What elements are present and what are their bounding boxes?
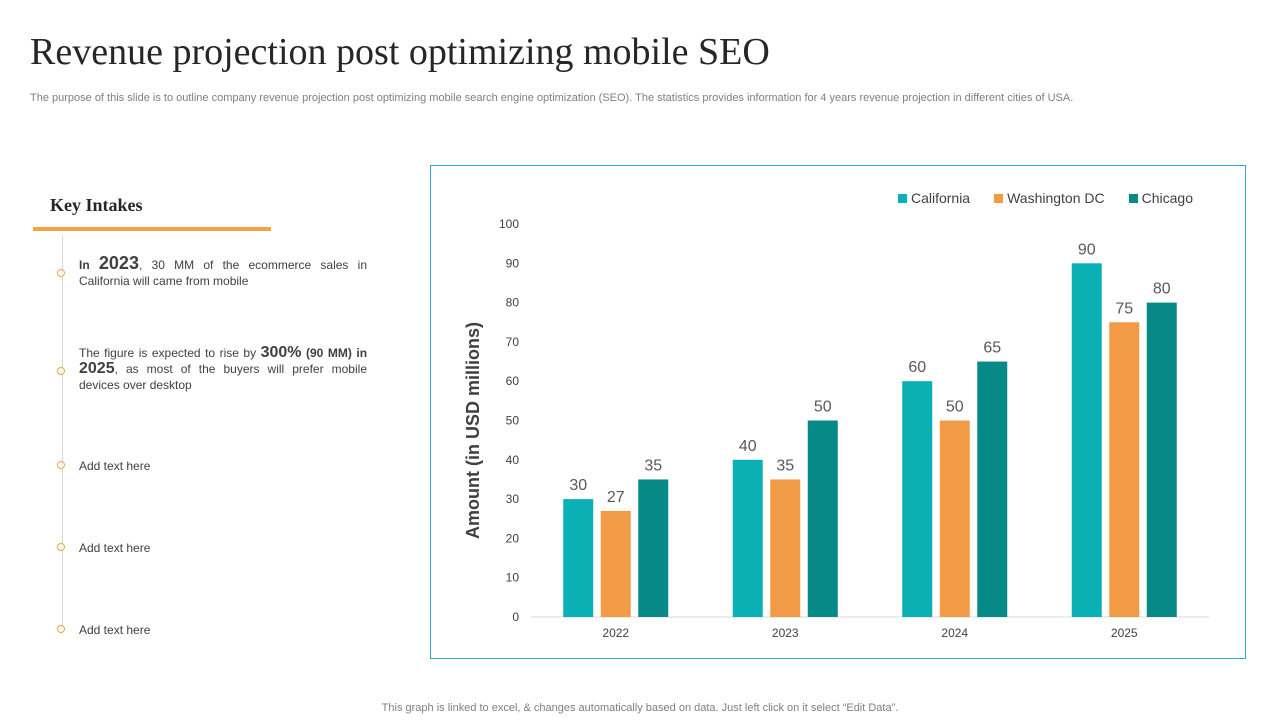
- y-axis-title: Amount (in USD millions): [463, 322, 483, 539]
- key-intakes-heading: Key Intakes: [50, 195, 143, 215]
- data-label: 35: [776, 457, 794, 474]
- key-intakes-panel: Key Intakes In 2023, 30 MM of the ecomme…: [33, 190, 373, 650]
- legend-swatch-washington: [994, 193, 1004, 203]
- data-label: 50: [814, 399, 832, 416]
- y-tick-label: 30: [506, 492, 520, 506]
- bar-washington-dc-2022: [600, 510, 631, 617]
- data-label: 35: [644, 457, 662, 474]
- timeline-text-3: Add text here: [79, 459, 151, 473]
- chart-frame[interactable]: California Washington DC Chicago 0 10 20 30…: [430, 165, 1246, 659]
- data-label: 27: [607, 489, 625, 506]
- data-label: 80: [1153, 281, 1171, 298]
- bar-chicago-2025: [1146, 302, 1177, 617]
- footer-note: This graph is linked to excel, & changes…: [381, 702, 899, 714]
- y-tick-label: 90: [506, 256, 520, 270]
- legend-swatch-chicago: [1128, 193, 1138, 203]
- x-tick-label: 2023: [772, 626, 799, 640]
- y-tick-label: 50: [506, 414, 520, 428]
- intake-1-pre: In: [79, 258, 99, 272]
- bar-chicago-2024: [977, 361, 1008, 617]
- legend-label-chicago: Chicago: [1141, 190, 1193, 206]
- y-tick-label: 20: [506, 531, 520, 545]
- page-title: Revenue projection post optimizing mobil…: [30, 31, 770, 73]
- x-tick-label: 2022: [602, 626, 629, 640]
- timeline-dot-icon: [57, 543, 65, 551]
- bar-california-2024: [902, 381, 933, 617]
- bar-california-2023: [732, 459, 763, 617]
- bar-washington-dc-2025: [1109, 322, 1140, 617]
- intake-2-in: in: [351, 346, 368, 360]
- bar-washington-dc-2023: [770, 479, 801, 617]
- legend-item-washington: Washington DC: [994, 190, 1105, 206]
- page-subtitle: The purpose of this slide is to outline …: [30, 92, 1074, 104]
- timeline-text-2: The figure is expected to rise by 300% (…: [79, 345, 367, 393]
- intake-2-percent: 300%: [260, 344, 302, 361]
- intake-2-year: 2025: [79, 360, 115, 377]
- y-tick-label: 0: [512, 610, 519, 624]
- data-label: 60: [908, 359, 926, 376]
- bar-chicago-2023: [807, 420, 838, 617]
- timeline-dot-icon: [57, 367, 65, 375]
- y-tick-label: 10: [506, 571, 520, 585]
- y-tick-label: 40: [506, 453, 520, 467]
- legend-swatch-california: [897, 193, 907, 203]
- timeline-dot-icon: [57, 625, 65, 633]
- timeline-dot-icon: [57, 461, 65, 469]
- y-tick-label: 70: [506, 335, 520, 349]
- timeline-text-1: In 2023, 30 MM of the ecommerce sales in…: [79, 253, 367, 289]
- bar-california-2022: [563, 499, 594, 617]
- legend-item-chicago: Chicago: [1128, 190, 1193, 206]
- y-tick-label: 60: [506, 374, 520, 388]
- timeline-line: [62, 235, 63, 630]
- data-label: 90: [1078, 241, 1096, 258]
- data-label: 30: [569, 477, 587, 494]
- data-label: 40: [739, 438, 757, 455]
- bar-chicago-2022: [638, 479, 669, 617]
- bar-washington-dc-2024: [939, 420, 970, 617]
- data-label: 50: [946, 399, 964, 416]
- intake-1-rest: , 30 MM of the ecommerce sales in Califo…: [79, 258, 367, 288]
- bar-chart: 0 10 20 30 40 50 60 70 80 90 100 Amount (in USD mil…: [463, 217, 1209, 640]
- x-tick-label: 2025: [1111, 626, 1138, 640]
- x-tick-label: 2024: [941, 626, 968, 640]
- legend-label-california: California: [910, 190, 971, 206]
- legend-item-california: California: [897, 190, 971, 206]
- timeline-text-5: Add text here: [79, 623, 151, 637]
- heading-underline: [33, 227, 271, 231]
- intake-2-pre: The figure is expected to rise by: [79, 346, 261, 360]
- bar-california-2025: [1071, 263, 1102, 617]
- intake-1-year: 2023: [98, 253, 139, 273]
- y-tick-label: 80: [506, 296, 520, 310]
- timeline-dot-icon: [57, 269, 65, 277]
- data-label: 75: [1115, 300, 1133, 317]
- y-tick-label: 100: [499, 217, 519, 231]
- chart-legend: California Washington DC Chicago: [897, 190, 1193, 206]
- data-label: 65: [983, 340, 1001, 357]
- timeline-text-4: Add text here: [79, 541, 151, 555]
- intake-2-mm: (90 MM): [301, 346, 352, 360]
- intake-2-rest: , as most of the buyers will prefer mobi…: [79, 362, 367, 392]
- legend-label-washington: Washington DC: [1007, 190, 1105, 206]
